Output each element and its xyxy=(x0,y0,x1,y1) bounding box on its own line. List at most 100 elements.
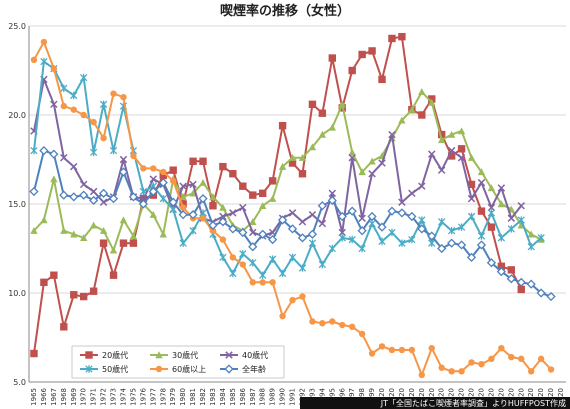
x-tick-label: 1985 xyxy=(229,388,237,406)
data-point xyxy=(348,153,356,162)
data-point xyxy=(488,355,495,363)
x-tick-label: 20 xyxy=(408,388,416,397)
data-point xyxy=(85,351,93,359)
data-point xyxy=(278,269,287,278)
data-point xyxy=(368,157,376,165)
data-point xyxy=(526,279,536,289)
data-point xyxy=(428,344,435,352)
data-point xyxy=(447,227,456,235)
data-point xyxy=(30,56,38,64)
x-tick-label: 20 xyxy=(507,388,515,397)
data-point xyxy=(456,240,467,250)
data-point xyxy=(388,34,396,43)
data-point xyxy=(478,361,485,368)
data-point xyxy=(477,232,486,240)
data-point xyxy=(209,193,217,201)
data-point xyxy=(129,232,138,240)
data-point xyxy=(328,123,337,131)
data-point xyxy=(169,177,177,185)
data-point xyxy=(110,90,117,97)
data-point xyxy=(229,269,237,278)
data-point xyxy=(317,201,327,211)
data-point xyxy=(398,346,406,354)
data-point xyxy=(249,191,257,199)
data-point xyxy=(30,227,38,234)
data-point xyxy=(60,102,68,110)
data-point xyxy=(268,194,277,202)
y-tick-label: 25.0 xyxy=(8,22,26,31)
x-tick-label: 1976 xyxy=(139,387,147,405)
series-4 xyxy=(30,57,545,279)
x-tick-label: 1969 xyxy=(70,388,78,406)
data-point xyxy=(269,279,276,286)
data-point xyxy=(378,75,386,84)
data-point xyxy=(507,214,516,222)
chart-title: 喫煙率の推移（女性） xyxy=(220,3,350,19)
data-point xyxy=(319,320,326,327)
data-point xyxy=(248,242,258,252)
data-point xyxy=(239,261,247,268)
x-tick-label: 1996 xyxy=(338,387,346,405)
data-point xyxy=(155,365,163,373)
legend-label: 60歳以上 xyxy=(172,364,206,374)
data-point xyxy=(50,65,58,72)
x-tick-label: 20 xyxy=(547,388,555,397)
legend-box xyxy=(71,345,285,379)
data-point xyxy=(209,227,217,234)
data-point xyxy=(100,134,107,142)
x-tick-label: 20 xyxy=(537,388,545,397)
x-tick-label: 20 xyxy=(557,388,565,397)
data-point xyxy=(338,100,346,108)
data-point xyxy=(109,146,118,155)
data-point xyxy=(40,278,48,287)
data-point xyxy=(298,264,307,272)
data-point xyxy=(546,291,556,302)
data-point xyxy=(30,146,38,155)
data-point xyxy=(447,130,456,138)
data-point xyxy=(229,209,237,217)
data-point xyxy=(109,271,118,279)
data-point xyxy=(118,167,129,177)
data-point xyxy=(329,318,336,325)
data-point xyxy=(60,84,68,92)
series-1 xyxy=(30,32,525,358)
data-point xyxy=(189,157,197,165)
data-point xyxy=(277,215,288,225)
data-point xyxy=(487,203,496,212)
legend: 20歳代 30歳代 40歳代 50歳代 60歳以上 全年齢 xyxy=(71,345,285,379)
data-point xyxy=(288,253,297,262)
data-point xyxy=(85,365,93,373)
x-tick-label: 1993 xyxy=(308,388,316,406)
data-point xyxy=(219,253,227,262)
data-point xyxy=(506,274,516,284)
x-tick-label: 1977 xyxy=(149,388,157,406)
data-point xyxy=(189,189,197,197)
data-point xyxy=(189,227,197,235)
data-point xyxy=(507,225,515,233)
x-tick-label: 20 xyxy=(438,388,446,397)
x-tick-label: 20 xyxy=(527,388,535,397)
credit-bar: JT「全国たばこ喫煙者率調査」よりHUFFPOST作成 xyxy=(300,397,570,409)
data-point xyxy=(130,152,137,160)
data-point xyxy=(428,98,436,106)
data-point xyxy=(128,192,139,202)
data-point xyxy=(428,239,436,247)
data-point xyxy=(518,355,525,363)
data-point xyxy=(79,234,88,242)
data-point xyxy=(178,210,188,220)
data-point xyxy=(507,266,516,274)
x-tick-label: 1979 xyxy=(169,388,177,406)
data-point xyxy=(497,200,506,208)
data-point xyxy=(258,189,267,198)
data-point xyxy=(79,190,89,200)
data-point xyxy=(139,187,148,196)
data-point xyxy=(348,148,356,156)
data-point xyxy=(89,148,98,157)
x-tick-label: 1974 xyxy=(119,387,127,405)
data-point xyxy=(437,243,447,254)
data-point xyxy=(457,223,466,231)
x-tick-label: 1975 xyxy=(129,388,137,406)
data-point xyxy=(517,285,525,294)
data-point xyxy=(258,229,268,239)
data-point xyxy=(30,349,38,358)
